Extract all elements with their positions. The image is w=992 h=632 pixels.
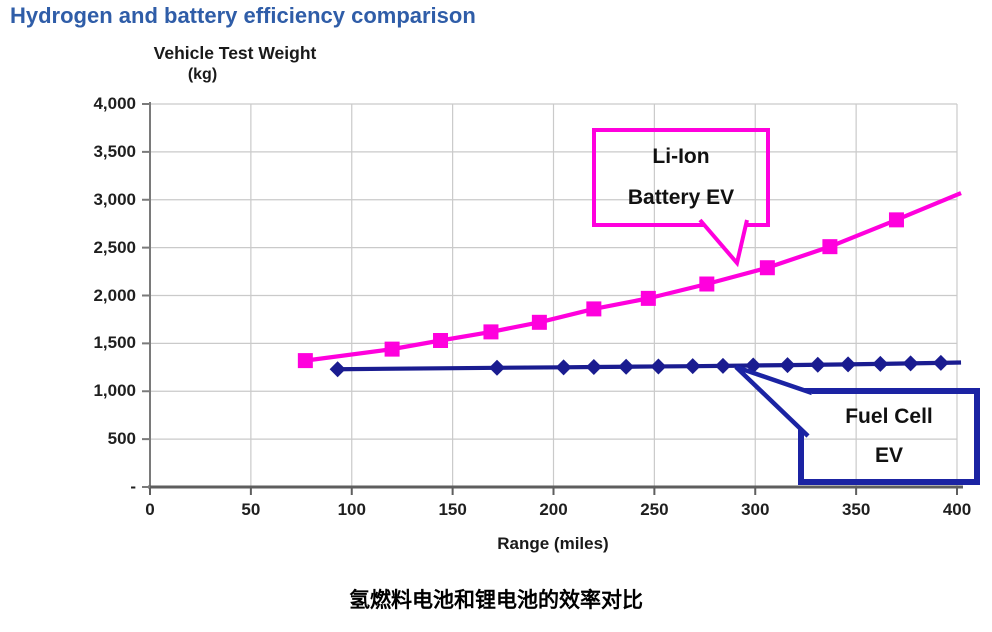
fuel-cell-data-point	[555, 359, 572, 376]
fuel-cell-data-point	[650, 358, 667, 375]
x-tick-label: 250	[640, 500, 669, 519]
fuel-cell-data-point	[714, 357, 731, 374]
fuel-cell-data-point	[329, 361, 346, 378]
y-tick-label: 2,000	[93, 285, 136, 305]
li-ion-data-point	[759, 260, 775, 276]
chart-caption: 氢燃料电池和锂电池的效率对比	[349, 588, 643, 612]
fuelcell-callout-line2: EV	[874, 443, 903, 467]
axes	[142, 102, 963, 495]
fuel-cell-data-point	[902, 355, 919, 372]
liion-callout: Li-Ion Battery EV	[592, 128, 770, 227]
li-ion-data-point	[640, 290, 656, 306]
x-tick-label: 200	[539, 500, 568, 519]
li-ion-data-point	[384, 341, 400, 357]
x-tick-label: 400	[942, 500, 972, 519]
y-tick-label: 1,500	[93, 333, 136, 353]
y-tick-label: 500	[107, 429, 136, 449]
y-tick-label: 4,000	[93, 94, 136, 113]
x-tick-label: 150	[438, 500, 467, 519]
li-ion-data-point	[531, 314, 547, 330]
li-ion-data-point	[586, 301, 602, 317]
li-ion-data-point	[297, 353, 313, 369]
fuel-cell-data-point	[618, 358, 635, 375]
fuel-cell-data-point	[684, 358, 701, 375]
y-tick-label: 3,000	[93, 189, 136, 209]
x-tick-label: 300	[741, 500, 770, 519]
x-tick-label: 100	[337, 500, 366, 519]
page-title: Hydrogen and battery efficiency comparis…	[10, 3, 476, 28]
x-tick-label: 0	[145, 500, 155, 519]
li-ion-data-point	[483, 324, 499, 340]
liion-callout-pointer	[698, 218, 749, 268]
fuelcell-callout: Fuel Cell EV	[798, 388, 980, 485]
fuelcell-callout-line1: Fuel Cell	[845, 404, 933, 428]
fuel-cell-data-point	[932, 354, 949, 371]
fuel-cell-data-point	[809, 356, 826, 373]
y-tick-label: 3,500	[93, 141, 136, 161]
x-tick-label: 350	[841, 500, 871, 519]
fuel-cell-data-point	[872, 355, 889, 372]
y-tick-label: 2,500	[93, 237, 136, 257]
fuel-cell-data-point	[840, 356, 857, 373]
x-tick-label: 50	[241, 500, 261, 519]
y-tick-label: 1,000	[93, 381, 136, 401]
x-axis-title: Range (miles)	[497, 534, 609, 553]
y-tick-label: -	[130, 477, 136, 496]
fuel-cell-data-point	[585, 359, 602, 376]
li-ion-data-point	[699, 276, 715, 292]
fuel-cell-data-point	[779, 357, 796, 374]
series-fuel-cell-ev	[329, 354, 962, 378]
y-axis-title: Vehicle Test Weight	[153, 43, 317, 63]
li-ion-data-point	[888, 212, 904, 228]
fuel-cell-data-point	[489, 359, 506, 376]
gridlines	[149, 103, 958, 487]
li-ion-data-point	[822, 239, 838, 255]
liion-callout-line2: Battery EV	[627, 185, 735, 209]
fuelcell-callout-pointer	[734, 364, 813, 438]
li-ion-data-point	[433, 333, 449, 349]
liion-callout-line1: Li-Ion	[652, 144, 710, 168]
series-li-ion-battery-ev	[297, 191, 962, 369]
y-axis-units: (kg)	[187, 66, 218, 83]
